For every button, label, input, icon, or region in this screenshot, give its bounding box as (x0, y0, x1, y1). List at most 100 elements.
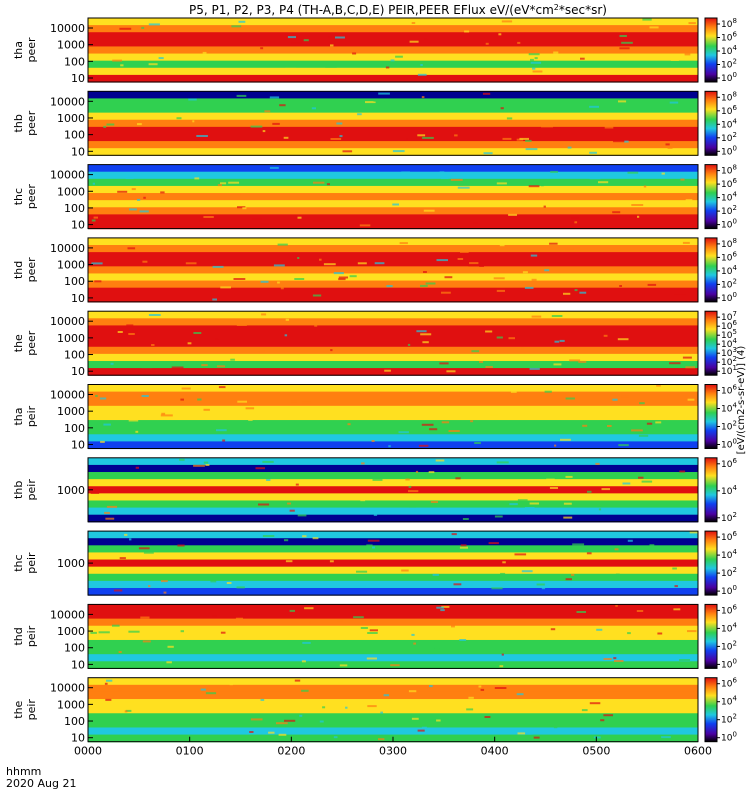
spectrogram-band (88, 632, 698, 641)
panel-thd-peir: 10000 1000 100 10 thd peir 106 104 102 100 (12, 603, 737, 671)
spectrogram-band (88, 566, 698, 575)
spectrogram-speckle (390, 59, 395, 62)
spectrogram-speckle (565, 397, 575, 400)
spectrogram-band (88, 472, 698, 480)
spectrogram-speckle (570, 217, 579, 220)
spectrogram-band (88, 441, 698, 450)
colorbar-tick-label: 106 (721, 530, 737, 543)
spectrogram-speckle (422, 341, 429, 344)
spectrogram-speckle (603, 658, 612, 660)
spectrogram-speckle (488, 542, 499, 545)
spectrogram-speckle (619, 35, 627, 37)
spectrogram-speckle (269, 166, 279, 169)
panel-tha-peir: 10000 1000 100 10 tha peir 106 104 102 100 (12, 384, 737, 452)
spectrogram-speckle (682, 241, 690, 244)
spectrogram-band (88, 647, 698, 655)
spectrogram-band (88, 618, 698, 627)
spectrogram-speckle (549, 242, 558, 245)
y-axis-kind-label: peir (25, 405, 38, 427)
spectrogram-speckle (509, 503, 518, 506)
y-tick-label: 1000 (57, 484, 85, 497)
spectrogram-speckle (581, 709, 588, 712)
y-axis-label: thc peer (12, 184, 38, 210)
spectrogram-band (88, 531, 698, 539)
spectrogram-band (88, 486, 698, 494)
spectrogram-speckle (287, 36, 296, 39)
y-tick-label: 100 (64, 642, 85, 655)
spectrogram-speckle (531, 701, 540, 704)
spectrogram-band (88, 611, 698, 620)
y-tick-label: 100 (64, 275, 85, 288)
spectrogram-speckle (449, 646, 456, 649)
spectrogram-speckle (595, 462, 600, 465)
spectrogram-speckle (289, 509, 295, 512)
spectrogram-band (88, 221, 698, 230)
spectrogram-speckle (119, 27, 132, 30)
y-tick-label: 100 (64, 422, 85, 435)
spectrogram-speckle (553, 726, 558, 729)
spectrogram-speckle (618, 444, 629, 447)
spectrogram-speckle (398, 431, 409, 434)
spectrogram-band (88, 74, 698, 83)
spectrogram-speckle (203, 461, 209, 464)
colorbar-tick-label: 103 (721, 346, 737, 359)
spectrogram-speckle (549, 487, 558, 489)
spectrogram-speckle (399, 242, 408, 245)
spectrogram-band (88, 346, 698, 355)
y-axis-probe-label: thb (12, 114, 25, 132)
spectrogram-speckle (613, 140, 625, 143)
colorbar-tick-label: 102 (721, 566, 737, 579)
spectrogram-speckle (103, 423, 111, 426)
colorbar-tick-label: 100 (721, 731, 737, 744)
spectrogram-speckle (440, 177, 449, 180)
colorbar-tick-label: 100 (721, 218, 737, 231)
spectrogram-speckle (656, 384, 661, 387)
spectrogram-speckle (329, 560, 334, 563)
spectrogram-speckle (128, 630, 140, 633)
spectrogram-speckle (500, 107, 504, 110)
colorbar-tick-label: 108 (721, 164, 737, 177)
spectrogram-speckle (501, 653, 504, 656)
spectrogram-speckle (349, 275, 357, 278)
spectrogram-speckle (418, 444, 429, 447)
spectrogram-speckle (283, 136, 289, 139)
spectrogram-speckle (116, 109, 123, 112)
spectrogram-speckle (405, 478, 410, 481)
spectrogram-speckle (668, 436, 674, 439)
y-tick-label: 1000 (57, 625, 85, 638)
spectrogram-band (88, 287, 698, 296)
spectrogram-speckle (326, 183, 330, 186)
spectrogram-speckle (517, 499, 528, 502)
y-tick-label: 1000 (57, 185, 85, 198)
spectrogram-speckle (302, 641, 311, 644)
spectrogram-speckle (415, 470, 419, 473)
x-tick-label: 0600 (684, 745, 712, 758)
spectrogram-band (88, 412, 698, 421)
spectrogram-speckle (129, 538, 132, 541)
colorbar-tick-label: 101 (721, 364, 737, 377)
spectrogram-speckle (522, 271, 528, 274)
spectrogram-speckle (485, 366, 493, 368)
spectrogram-speckle (125, 177, 134, 180)
spectrogram-speckle (528, 53, 540, 56)
spectrogram-speckle (596, 628, 603, 631)
spectrogram-speckle (661, 172, 665, 175)
spectrogram-speckle (613, 657, 617, 660)
spectrogram-speckle (314, 324, 318, 327)
spectrogram-speckle (250, 718, 263, 721)
spectrogram-speckle (135, 430, 139, 433)
spectrogram-speckle (544, 390, 552, 393)
spectrogram-speckle (541, 125, 553, 128)
colorbar-tick-label: 102 (721, 511, 737, 524)
spectrogram-speckle (194, 177, 200, 180)
spectrogram-speckle (297, 514, 307, 517)
spectrogram-speckle (422, 136, 434, 139)
spectrogram-speckle (108, 507, 117, 510)
spectrogram-speckle (496, 182, 507, 185)
spectrogram-speckle (485, 330, 493, 333)
spectrogram-speckle (423, 209, 435, 212)
panel-frame (87, 17, 699, 83)
spectrogram-speckle (203, 408, 210, 411)
spectrogram-band (88, 91, 698, 100)
